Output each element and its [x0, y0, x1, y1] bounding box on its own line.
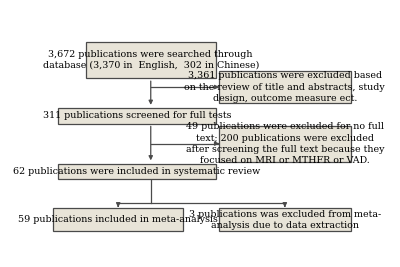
Text: 62 publications were included in systematic review: 62 publications were included in systema…: [13, 167, 260, 176]
FancyBboxPatch shape: [58, 164, 216, 179]
Text: 311 publications screened for full tests: 311 publications screened for full tests: [42, 111, 231, 120]
Text: 49 publications were excluded for no full
text; 200 publications were excluded
a: 49 publications were excluded for no ful…: [186, 123, 384, 165]
FancyBboxPatch shape: [219, 208, 351, 231]
FancyBboxPatch shape: [219, 71, 351, 103]
Text: 3 publications was excluded from meta-
analysis due to data extraction: 3 publications was excluded from meta- a…: [189, 210, 381, 230]
Text: 3,672 publications were searched through
database (3,370 in  English,  302 in Ch: 3,672 publications were searched through…: [42, 50, 259, 70]
FancyBboxPatch shape: [86, 42, 216, 78]
FancyBboxPatch shape: [58, 108, 216, 124]
Text: 3,361 publications were excluded based
on the review of title and abstracts, stu: 3,361 publications were excluded based o…: [184, 72, 385, 103]
Text: 59 publications included in meta-analysis: 59 publications included in meta-analysi…: [18, 215, 218, 224]
FancyBboxPatch shape: [219, 125, 351, 162]
FancyBboxPatch shape: [53, 208, 183, 231]
